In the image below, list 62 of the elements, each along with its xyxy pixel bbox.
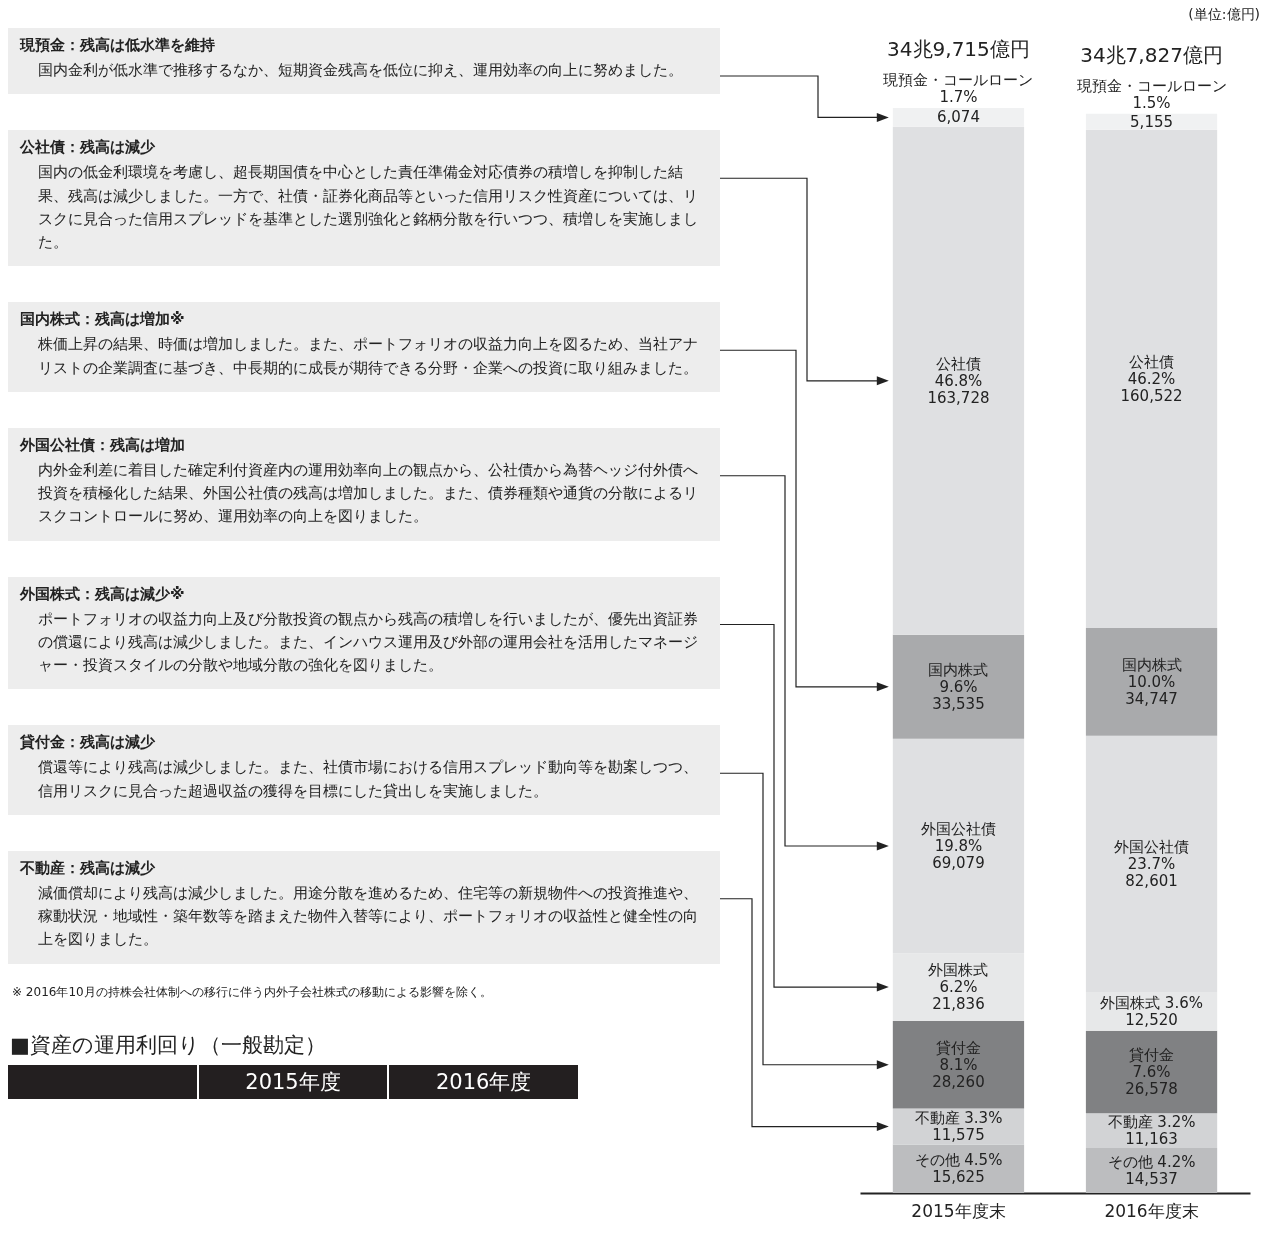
text: 11,163: [1125, 1130, 1178, 1149]
data-label: 19.8% 69,079: [932, 837, 985, 873]
text: 外国公社債：残高は増加: [20, 435, 186, 455]
data-label: 46.2% 160,522: [1120, 369, 1183, 405]
series-label: 貸付金: [1129, 1046, 1175, 1065]
series-label: 外国公社債: [920, 820, 996, 839]
text: 株価上昇の結果、時価は増加しました。また、ポートフォリオの収益力向上を図るため、当社アナリストの企業調査に基づき、中長期的に成長が期待できる分野・企業への投資に取り組みました。: [38, 334, 699, 379]
data-label: 6.2% 21,836: [932, 978, 985, 1014]
text: 内外金利差に着目した確定利付資産内の運用効率向上の観点から、公社債から為替ヘッジ付外債へ投資を積極化した結果、外国公社債の残高は増加しました。また、債券種類や通貨の分散によるリスクコントロールに努め、運用効率の向上を図りました。: [38, 459, 699, 528]
text: 12,520: [1125, 1010, 1178, 1029]
series-label: 公社債: [935, 354, 981, 373]
bar: [892, 634, 1025, 739]
data-label: 7.6% 26,578: [1125, 1063, 1178, 1099]
text: 14,537: [1125, 1169, 1178, 1188]
text: 15,625: [932, 1168, 985, 1187]
text: 外国株式 3.6%: [1100, 993, 1203, 1012]
text: 国内株式：残高は増加※: [20, 310, 186, 330]
bar: [892, 1020, 1025, 1109]
data-label: 23.7% 82,601: [1125, 854, 1178, 890]
text: 現預金：残高は低水準を維持: [20, 36, 216, 55]
series-label: 現預金・コールローン: [1076, 76, 1227, 95]
text: 不動産 3.2%: [1107, 1113, 1196, 1132]
text: 不動産：残高は減少: [20, 858, 156, 878]
text: 2015年度: [196, 1064, 388, 1099]
text: 11,575: [932, 1126, 985, 1145]
text: 国内の低金利環境を考慮し、超長期国債を中心とした責任準備金対応債券の積増しを抑制した結果、残高は減少しました。一方で、社債・証券化商品等といった信用リスク性資産については、リスクに見合った信用スプレッドを基準とした選別強化と銘柄分散を行いつつ、積増しを実施しました。: [38, 162, 699, 253]
bar: [1085, 627, 1218, 736]
text: 公社債: [1129, 352, 1175, 371]
series-label: 国内株式: [928, 660, 989, 679]
text: 現預金・コールローン: [883, 70, 1034, 89]
text: 2016年度: [387, 1064, 579, 1099]
total-label: 34兆9,715億円: [887, 37, 1030, 62]
data-label: 1.5% 5,155: [1130, 93, 1174, 131]
series-label: 外国株式: [928, 961, 989, 980]
text: 国内金利が低水準で推移するなか、短期資金残高を低位に抑え、運用効率の向上に努めました。: [38, 60, 684, 81]
data-label: 46.8% 163,728: [927, 371, 990, 407]
chart-subtitle: (単位:億円): [1188, 6, 1260, 24]
text: その他 4.5%: [914, 1151, 1003, 1170]
text: 公社債：残高は減少: [20, 138, 156, 158]
text: 外国公社債: [1114, 837, 1190, 856]
data-label: 9.6% 33,535: [932, 677, 985, 713]
data-label: 1.7% 6,074: [936, 87, 980, 127]
text: ■資産の運用利回り（一般勘定）: [10, 1031, 327, 1059]
text: その他 4.2%: [1107, 1152, 1196, 1171]
text: 国内株式: [1121, 655, 1182, 674]
total-label: 34兆7,827億円: [1080, 43, 1223, 68]
text: 貸付金：残高は減少: [20, 733, 156, 753]
data-label: 10.0% 34,747: [1125, 672, 1178, 708]
text: 不動産 3.3%: [914, 1109, 1003, 1128]
text: ※ 2016年10月の持株会社体制への移行に伴う内外子会社株式の移動による影響を除く。: [12, 983, 493, 1001]
text: 減価償却により残高は減少しました。用途分散を進めるため、住宅等の新規物件への投資推進や、稼動状況・地域性・築年数等を踏まえた物件入替等により、ポートフォリオの収益性と健全性の向上を図りました。: [38, 882, 699, 951]
text: 償還等により残高は減少しました。また、社債市場における信用スプレッド動向等を勘案しつつ、信用リスクに見合った超過収益の獲得を目標にした貸出しを実施しました。: [38, 757, 699, 802]
text: 外国株式：残高は減少※: [20, 584, 186, 604]
data-label: 8.1% 28,260: [932, 1055, 985, 1091]
text: ポートフォリオの収益力向上及び分散投資の観点から残高の積増しを行いましたが、優先出資証券の償還により残高は減少しました。また、インハウス運用及び外部の運用会社を活用したマネージャー・投資スタイルの分散や地域分散の強化を図りました。: [38, 608, 699, 676]
x-tick-label: 2016年度末: [1104, 1200, 1199, 1221]
x-tick-label: 2015年度末: [911, 1200, 1006, 1221]
bar: [1085, 1030, 1218, 1114]
text: 貸付金: [935, 1038, 981, 1057]
bar: [892, 108, 1025, 127]
bar: [892, 126, 1025, 635]
bar: [1085, 129, 1218, 628]
